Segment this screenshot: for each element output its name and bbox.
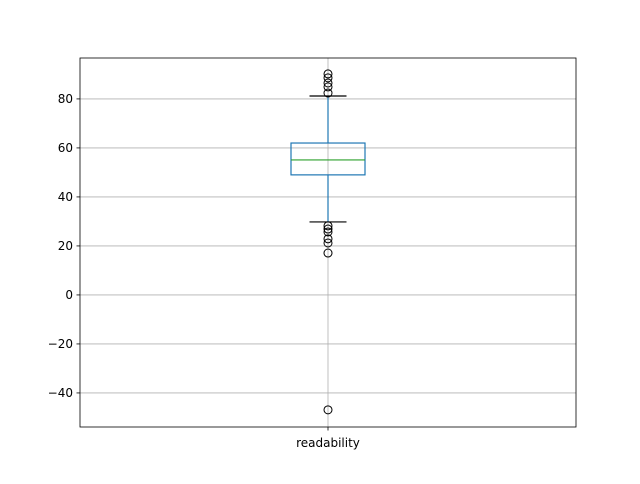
x-tick-label: readability <box>296 436 360 450</box>
flier <box>323 224 333 234</box>
y-tick-label: −20 <box>48 337 73 351</box>
flier <box>323 73 333 83</box>
flier <box>323 88 333 98</box>
flier <box>323 82 333 92</box>
y-tick-label: 20 <box>58 239 73 253</box>
y-tick-label: 40 <box>58 190 73 204</box>
box <box>290 142 366 176</box>
y-tick-label: 0 <box>65 288 73 302</box>
y-tick-label: −40 <box>48 386 73 400</box>
flier <box>323 234 333 244</box>
flier <box>323 227 333 237</box>
flier <box>323 78 333 88</box>
y-tick-label: 80 <box>58 92 73 106</box>
y-tick-label: 60 <box>58 141 73 155</box>
plot-frame <box>79 57 577 428</box>
flier <box>323 238 333 248</box>
flier <box>323 69 333 79</box>
flier <box>323 221 333 231</box>
flier <box>323 405 333 415</box>
flier <box>323 248 333 258</box>
